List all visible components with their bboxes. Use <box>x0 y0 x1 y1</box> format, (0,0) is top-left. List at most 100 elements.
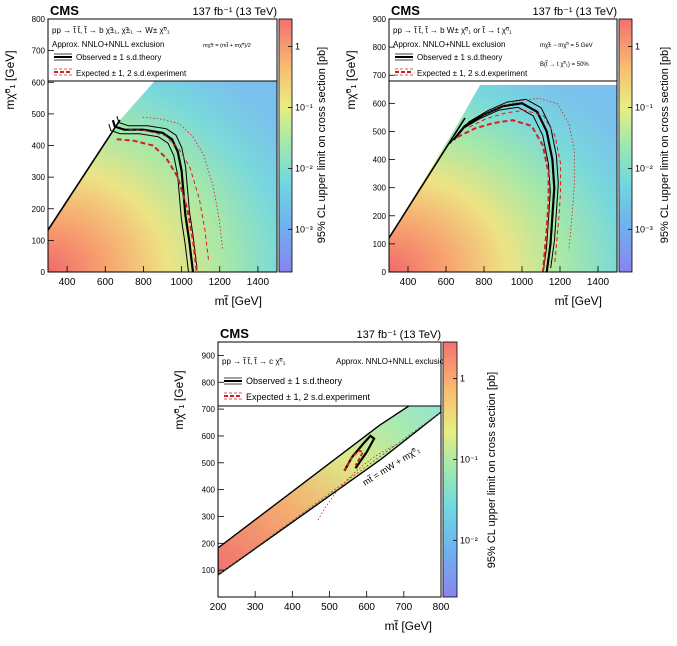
y-tick-label: 900 <box>202 351 216 360</box>
panel-3-xlabel: mt̃ [GeV] <box>385 618 432 633</box>
panel-2-legend-observed: Observed ± 1 s.d.theory <box>417 53 502 62</box>
panel-2-mass-condition: mχ̃± − mχ̃⁰ = 5 GeV <box>540 42 593 49</box>
panel-3-z-ticks: 1 10⁻¹ 10⁻² <box>453 373 478 545</box>
y-tick-label: 100 <box>373 240 387 249</box>
panel-3: pp → t̃ t̃, t̃ → c χ̃⁰₁ Approx. NNLO+NNL… <box>172 326 498 633</box>
x-tick-label: 800 <box>135 277 152 288</box>
x-tick-label: 400 <box>59 277 76 288</box>
panel-1-exclusion-label: Approx. NNLO+NNLL exclusion <box>52 40 164 49</box>
panel-3-exclusion-label: Approx. NNLO+NNLL exclusion <box>336 357 448 366</box>
panel-1-luminosity: 137 fb⁻¹ (13 TeV) <box>193 6 277 18</box>
x-tick-label: 300 <box>247 602 264 613</box>
panel-3-expected-2sd <box>317 444 396 521</box>
x-tick-label: 500 <box>321 602 338 613</box>
z-tick-label: 10⁻³ <box>635 224 653 234</box>
panel-1-mass-condition: mχ̃± = (mt̃ + mχ̃⁰)/2 <box>203 42 251 49</box>
panel-2-ylabel: mχ̃⁰₁ [GeV] <box>344 50 358 109</box>
panel-2-observed-theory-down <box>449 106 551 272</box>
panel-2-y-ticks: 0 100 200 300 400 500 600 700 800 900 <box>373 15 395 277</box>
panel-1-ylabel: mχ̃⁰₁ [GeV] <box>3 50 17 109</box>
y-tick-label: 600 <box>373 99 387 108</box>
x-tick-label: 400 <box>284 602 301 613</box>
panel-1-expected-2sd-up <box>142 116 224 251</box>
panel-1-x-ticks: 400 600 800 1000 1200 1400 <box>59 266 270 288</box>
x-tick-label: 1200 <box>209 277 232 288</box>
panel-2-exclusion-label: Approx. NNLO+NNLL exclusion <box>393 40 505 49</box>
y-tick-label: 400 <box>202 486 216 495</box>
y-tick-label: 500 <box>32 110 46 119</box>
y-tick-label: 300 <box>373 184 387 193</box>
y-tick-label: 800 <box>32 15 46 24</box>
z-tick-label: 1 <box>460 373 465 383</box>
x-tick-label: 600 <box>438 277 455 288</box>
panel-3-legend-expected: Expected ± 1, 2 s.d.experiment <box>246 392 371 402</box>
panel-3-x-ticks: 200 300 400 500 600 700 800 <box>210 591 450 613</box>
y-tick-label: 400 <box>373 156 387 165</box>
y-tick-label: 800 <box>373 43 387 52</box>
panel-1-heatmap <box>48 75 277 272</box>
panel-1-legend <box>47 18 278 82</box>
panel-2-observed-contour <box>452 102 556 272</box>
y-tick-label: 800 <box>202 378 216 387</box>
z-tick-label: 10⁻¹ <box>460 454 478 464</box>
y-tick-label: 700 <box>202 405 216 414</box>
panel-3-ylabel: mχ̃⁰₁ [GeV] <box>172 370 186 429</box>
y-tick-label: 700 <box>32 47 46 56</box>
panel-2-expected-2sd-up <box>483 97 575 251</box>
panel-1-cms-label: CMS <box>50 3 79 18</box>
y-tick-label: 300 <box>202 512 216 521</box>
y-tick-label: 900 <box>373 15 387 24</box>
panel-2-branching: B(t̃ → t χ̃⁰₁) = 50% <box>540 61 589 68</box>
panel-2-diagonal <box>389 117 466 239</box>
y-tick-label: 300 <box>32 173 46 182</box>
y-tick-label: 500 <box>202 459 216 468</box>
x-tick-label: 700 <box>395 602 412 613</box>
panel-2-zlabel: 95% CL upper limit on cross section [pb] <box>659 47 671 243</box>
y-tick-label: 200 <box>32 205 46 214</box>
panel-1-expected-1sd-up <box>128 128 210 263</box>
y-tick-label: 500 <box>373 127 387 136</box>
y-tick-label: 600 <box>32 78 46 87</box>
z-tick-label: 1 <box>635 41 640 51</box>
panel-2-cms-label: CMS <box>391 3 420 18</box>
x-tick-label: 1000 <box>170 277 193 288</box>
panel-1-zlabel: 95% CL upper limit on cross section [pb] <box>316 47 328 243</box>
panel-1: pp → t̃ t̃, t̃ → b χ̃±₁, χ̃±₁ → W± χ̃⁰₁ … <box>3 3 328 308</box>
panel-2-luminosity: 137 fb⁻¹ (13 TeV) <box>533 6 617 18</box>
panel-2-expected-contour <box>456 119 550 272</box>
panel-3-cms-label: CMS <box>220 326 249 341</box>
x-tick-label: 1400 <box>247 277 270 288</box>
panel-3-y-ticks: 100 200 300 400 500 600 700 800 900 <box>202 351 224 575</box>
y-tick-label: 400 <box>32 142 46 151</box>
panel-3-expected-contour <box>343 449 365 472</box>
x-tick-label: 1000 <box>511 277 534 288</box>
panel-3-zlabel: 95% CL upper limit on cross section [pb] <box>486 372 498 568</box>
z-tick-label: 10⁻¹ <box>635 102 653 112</box>
y-tick-label: 100 <box>32 236 46 245</box>
panel-1-colorbar <box>278 18 293 273</box>
x-tick-label: 800 <box>433 602 450 613</box>
panel-1-z-ticks: 1 10⁻¹ 10⁻² 10⁻³ <box>288 41 313 234</box>
panel-1-process: pp → t̃ t̃, t̃ → b χ̃±₁, χ̃±₁ → W± χ̃⁰₁ <box>52 26 170 35</box>
panel-3-legend-observed: Observed ± 1 s.d.theory <box>246 376 342 386</box>
y-tick-label: 0 <box>382 268 387 277</box>
x-tick-label: 200 <box>210 602 227 613</box>
y-tick-label: 600 <box>202 432 216 441</box>
panel-3-diagonal-band <box>218 387 441 576</box>
z-tick-label: 10⁻¹ <box>295 102 313 112</box>
panel-3-process: pp → t̃ t̃, t̃ → c χ̃⁰₁ <box>222 357 286 366</box>
panel-2-z-ticks: 1 10⁻¹ 10⁻² 10⁻³ <box>628 41 653 234</box>
panel-2-xlabel: mt̃ [GeV] <box>555 293 602 308</box>
panel-2-observed-theory-up <box>457 98 559 269</box>
panel-1-y-ticks: 0 100 200 300 400 500 600 700 800 <box>32 15 54 277</box>
panel-1-expected-contour <box>116 138 198 272</box>
panel-2-colorbar <box>618 18 633 273</box>
y-tick-label: 700 <box>373 71 387 80</box>
panel-1-xlabel: mt̃ [GeV] <box>215 293 262 308</box>
x-tick-label: 800 <box>476 277 493 288</box>
panel-3-legend <box>217 341 442 407</box>
x-tick-label: 600 <box>358 602 375 613</box>
y-tick-label: 0 <box>41 268 46 277</box>
z-tick-label: 10⁻² <box>460 535 478 545</box>
